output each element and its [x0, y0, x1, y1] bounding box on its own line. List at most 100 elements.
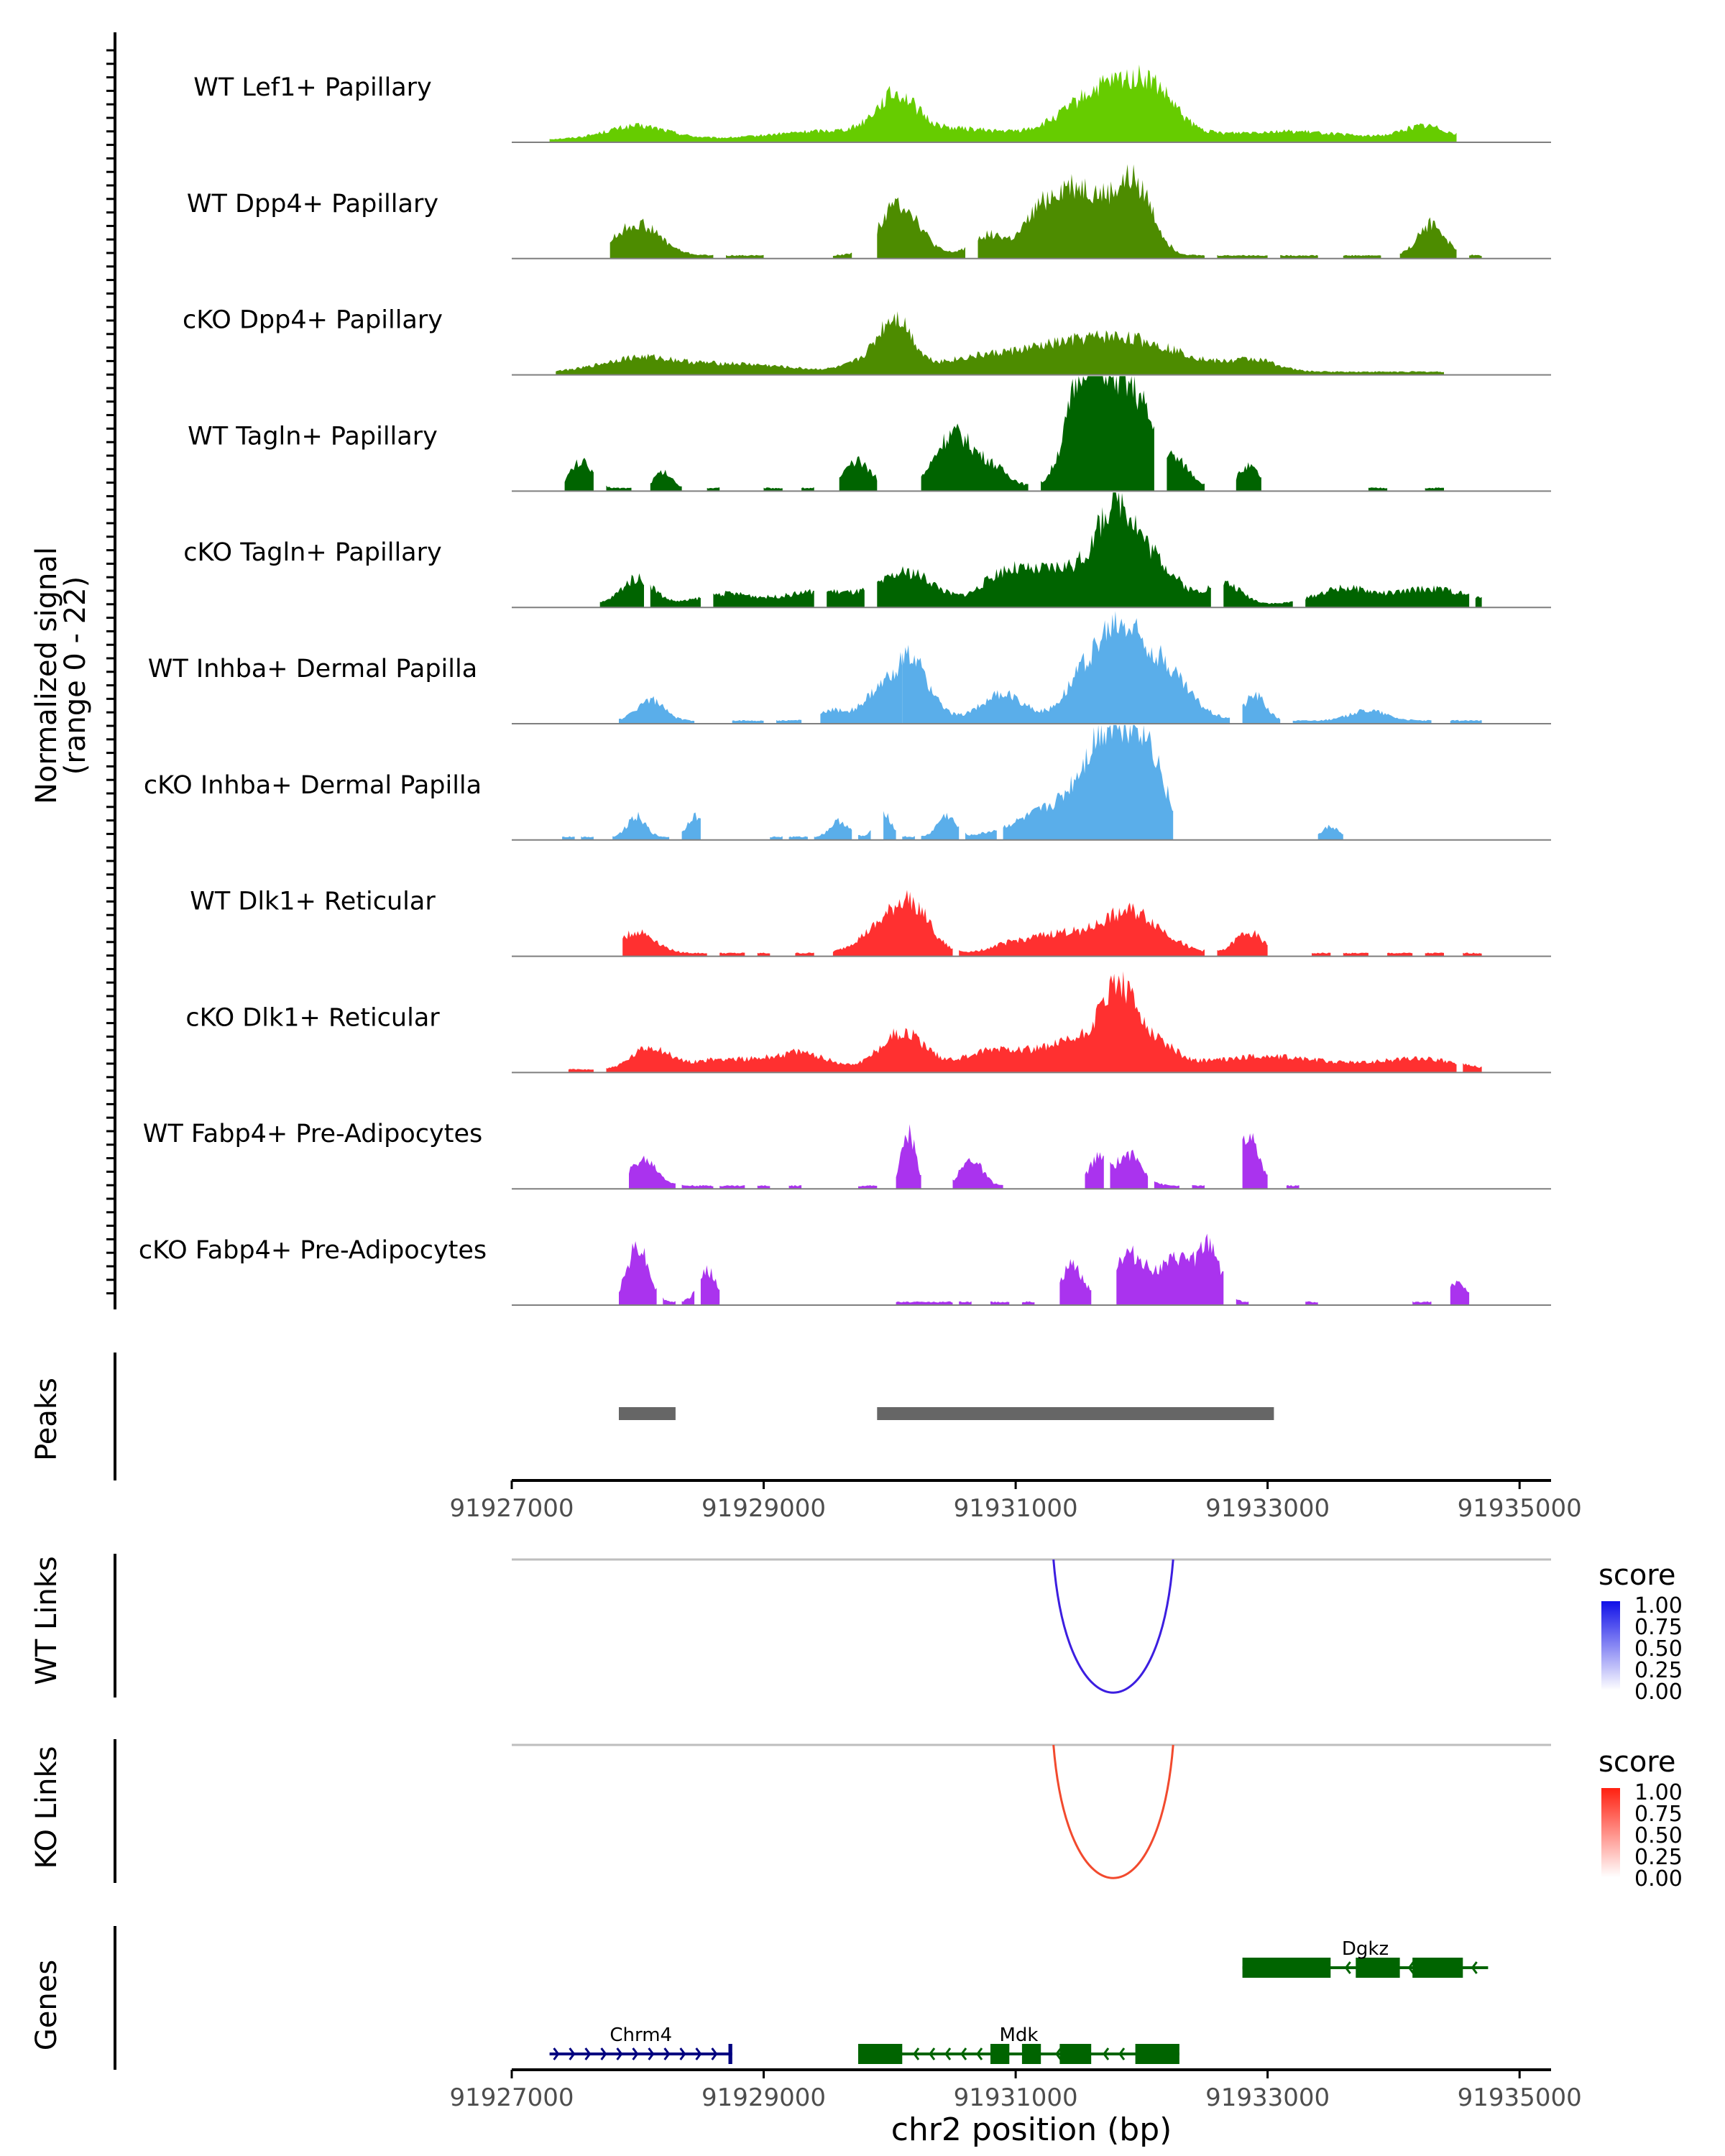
coverage-area — [795, 952, 814, 957]
coverage-area — [1317, 824, 1343, 840]
coverage-area — [556, 311, 1444, 375]
coverage-area — [1450, 719, 1482, 724]
coverage-area — [902, 836, 915, 840]
coverage-area — [1412, 1301, 1432, 1305]
coverage-area — [1343, 254, 1381, 259]
wt-legend-tick: 0.25 — [1634, 1658, 1683, 1683]
track-label: WT Dpp4+ Papillary — [187, 190, 438, 218]
genes-track: Chrm4 Mdk Dgkz — [549, 1938, 1489, 2064]
x-axis-upper-tick-label: 91931000 — [954, 1494, 1078, 1523]
coverage-area — [568, 1069, 594, 1073]
coverage-area — [1242, 691, 1281, 724]
gene-exon — [1135, 2044, 1179, 2064]
x-axis-lower-tick-label: 91933000 — [1205, 2083, 1330, 2112]
coverage-area — [719, 1185, 745, 1189]
coverage-area — [965, 829, 997, 840]
track-label: WT Dlk1+ Reticular — [190, 888, 436, 916]
coverage-area — [770, 836, 783, 840]
coverage-area — [719, 952, 745, 957]
wt-legend-title: score — [1598, 1559, 1675, 1592]
coverage-area — [788, 1185, 802, 1189]
coverage-area — [650, 469, 682, 492]
x-axis-lower-tick-label: 91935000 — [1458, 2083, 1582, 2112]
signal-y-title-line2: (range 0 - 22) — [59, 576, 92, 775]
coverage-area — [820, 652, 903, 724]
gene-name-label: Chrm4 — [610, 2024, 672, 2046]
track-label: cKO Tagln+ Papillary — [183, 538, 442, 567]
gene-strand-arrow — [648, 2047, 655, 2060]
gene-exon — [1242, 1958, 1331, 1978]
coverage-area — [1242, 1133, 1268, 1189]
coverage-area — [1154, 1181, 1179, 1189]
coverage-area — [763, 487, 783, 492]
coverage-area — [732, 720, 764, 724]
coverage-area — [1305, 1301, 1318, 1305]
coverage-area — [1292, 709, 1432, 724]
x-axis-title: chr2 position (bp) — [891, 2111, 1172, 2148]
coverage-area — [978, 164, 1205, 259]
track-label: cKO Inhba+ Dermal Papilla — [144, 771, 482, 800]
gene-strand-arrow — [1055, 2047, 1062, 2060]
ko-score-legend: score 1.00 0.75 0.50 0.25 0.00 — [1598, 1746, 1683, 1892]
coverage-area — [619, 696, 695, 724]
gene-strand-arrow — [1103, 2047, 1110, 2060]
gene-exon — [1021, 2044, 1041, 2064]
coverage-area — [1425, 487, 1444, 492]
wt-legend-tick: 0.75 — [1634, 1615, 1683, 1640]
coverage-area — [839, 456, 878, 492]
coverage-tracks: WT Lef1+ Papillary WT Dpp4+ Papillary cKO … — [139, 64, 1551, 1306]
coverage-area — [1469, 254, 1482, 259]
coverage-area — [1021, 1301, 1035, 1305]
coverage-area — [877, 197, 965, 259]
coverage-area — [622, 929, 707, 957]
coverage-area — [1223, 581, 1293, 608]
track-label: cKO Dpp4+ Papillary — [183, 306, 443, 335]
wt-legend-tick: 0.50 — [1634, 1636, 1683, 1662]
coverage-area — [681, 1291, 695, 1305]
coverage-area — [1450, 1281, 1470, 1305]
genes-track-title: Genes — [30, 1960, 63, 2050]
coverage-area — [1217, 254, 1268, 259]
links-tracks — [512, 1558, 1551, 1879]
wt-link-arc — [1052, 1559, 1174, 1694]
gene-strand-arrow — [632, 2047, 639, 2060]
gene-strand-arrow — [1407, 1961, 1414, 1974]
coverage-area — [883, 811, 896, 840]
coverage-area — [801, 487, 814, 492]
coverage-area — [814, 818, 852, 840]
x-axis-lower-tick-label: 91931000 — [954, 2083, 1078, 2112]
coverage-area — [681, 1184, 714, 1189]
coverage-area — [1305, 584, 1470, 608]
coverage-area — [959, 1301, 972, 1305]
coverage-area — [827, 587, 865, 608]
gene-strand-arrow — [1471, 1961, 1478, 1974]
gene-strand-arrow — [569, 2047, 576, 2060]
signal-y-axis — [106, 32, 116, 1309]
gene-strand-arrow — [695, 2047, 702, 2060]
x-axis-upper-tick-label: 91929000 — [702, 1494, 826, 1523]
gene-strand-arrow — [553, 2047, 560, 2060]
signal-y-title-line1: Normalized signal — [30, 547, 63, 804]
coverage-area — [612, 811, 670, 840]
wt-legend-colorbar — [1601, 1601, 1620, 1690]
gene-strand-arrow — [944, 2047, 952, 2060]
gene-strand-arrow — [929, 2047, 936, 2060]
x-axis-upper-tick-label: 91935000 — [1458, 1494, 1582, 1523]
ko-legend-tick: 0.50 — [1634, 1823, 1683, 1848]
coverage-area — [650, 584, 701, 608]
x-axis-lower-tick-label: 91927000 — [449, 2083, 574, 2112]
coverage-area — [1463, 952, 1482, 957]
coverage-area — [896, 1124, 921, 1189]
coverage-area — [663, 1297, 676, 1305]
coverage-area — [1312, 952, 1331, 957]
coverage-area — [1463, 1063, 1482, 1073]
ko-legend-title: score — [1598, 1746, 1675, 1779]
coverage-area — [1368, 487, 1388, 492]
coverage-area — [1399, 217, 1457, 259]
coverage-area — [1085, 1151, 1104, 1189]
gene-strand-arrow — [663, 2047, 671, 2060]
coverage-area — [921, 812, 960, 840]
ko-links-track-title: KO Links — [30, 1746, 63, 1869]
coverage-area — [549, 64, 1457, 142]
gene-exon — [858, 2044, 903, 2064]
